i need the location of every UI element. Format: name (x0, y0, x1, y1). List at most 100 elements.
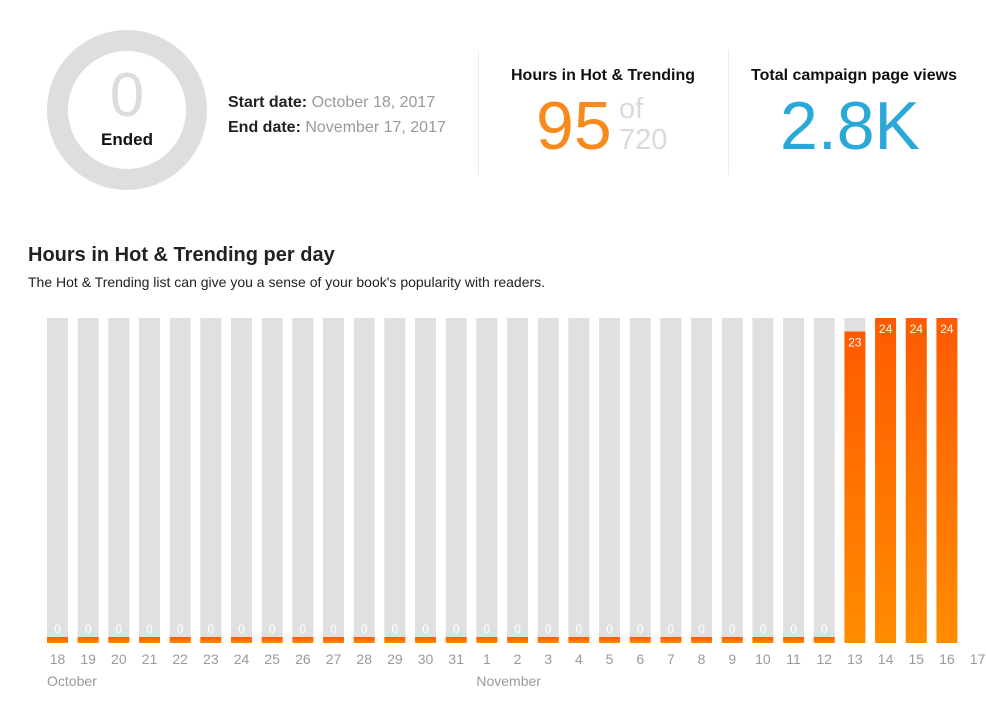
x-tick-label: 21 (142, 651, 158, 667)
bar (752, 637, 774, 643)
start-date-value: October 18, 2017 (311, 94, 436, 111)
bar-value-label: 0 (637, 622, 644, 636)
bar (445, 637, 467, 643)
x-tick-label: 31 (448, 651, 464, 667)
x-tick-label: 24 (234, 651, 250, 667)
end-date-value: November 17, 2017 (305, 119, 446, 136)
bar-value-label: 24 (910, 322, 924, 336)
status-ring: 0 Ended (47, 30, 207, 190)
bar-value-label: 0 (208, 622, 215, 636)
bar-track (261, 318, 283, 643)
x-tick-label: 16 (939, 651, 955, 667)
bar-value-label: 0 (729, 622, 736, 636)
x-month-label: October (47, 673, 97, 689)
bar (905, 318, 927, 643)
stats-divider (728, 50, 729, 175)
bar (47, 637, 68, 643)
campaign-status-label: Ended (101, 130, 153, 149)
bar (537, 637, 559, 643)
bar-track (415, 318, 437, 643)
bar-track (599, 318, 621, 643)
bar-track (752, 318, 774, 643)
bar-value-label: 0 (146, 622, 153, 636)
bar-value-label: 0 (269, 622, 276, 636)
bar (507, 637, 529, 643)
bar (292, 637, 314, 643)
chart-subtitle: The Hot & Trending list can give you a s… (28, 274, 546, 290)
hours-stat-value: 95 (536, 88, 612, 164)
bar-track (445, 318, 467, 643)
bar (875, 318, 897, 643)
bar-value-label: 0 (85, 622, 92, 636)
x-tick-label: 17 (970, 651, 986, 667)
x-tick-label: 25 (264, 651, 280, 667)
views-stat-value: 2.8K (780, 88, 920, 164)
bar-track (721, 318, 743, 643)
bar-value-label: 0 (300, 622, 307, 636)
bar (169, 637, 191, 643)
bar-value-label: 0 (422, 622, 429, 636)
bar (568, 637, 590, 643)
x-tick-label: 5 (606, 651, 614, 667)
start-date-label: Start date: (228, 94, 308, 111)
x-tick-label: 13 (847, 651, 863, 667)
bar-track (353, 318, 375, 643)
bar-track (108, 318, 130, 643)
x-tick-label: 26 (295, 651, 311, 667)
bar (200, 637, 222, 643)
x-tick-label: 23 (203, 651, 219, 667)
x-tick-label: 18 (50, 651, 66, 667)
bar-track (384, 318, 406, 643)
bar (231, 637, 253, 643)
views-stat-title: Total campaign page views (751, 67, 957, 84)
bar (691, 637, 713, 643)
bar (108, 637, 130, 643)
bar (77, 637, 99, 643)
end-date-label: End date: (228, 119, 301, 136)
bar-value-label: 0 (238, 622, 245, 636)
bar-value-label: 0 (514, 622, 521, 636)
x-tick-label: 3 (544, 651, 552, 667)
bar (629, 637, 651, 643)
bar-track (231, 318, 253, 643)
bar-track (507, 318, 529, 643)
bar (813, 637, 835, 643)
bar-track (139, 318, 161, 643)
hours-stat-of-word: of (619, 93, 644, 125)
bar-track (660, 318, 682, 643)
bar-value-label: 0 (453, 622, 460, 636)
bar-value-label: 0 (821, 622, 828, 636)
x-tick-label: 27 (326, 651, 342, 667)
x-tick-label: 20 (111, 651, 127, 667)
x-tick-label: 10 (755, 651, 771, 667)
bar-value-label: 0 (484, 622, 491, 636)
bar (415, 637, 437, 643)
x-tick-label: 1 (483, 651, 491, 667)
hours-stat-total: of 720 (619, 94, 667, 156)
bar-value-label: 0 (177, 622, 184, 636)
bar (844, 331, 866, 643)
bar (384, 637, 406, 643)
bar (721, 637, 743, 643)
bar (599, 637, 621, 643)
bar-value-label: 0 (668, 622, 675, 636)
bar-value-label: 0 (392, 622, 399, 636)
chart-title: Hours in Hot & Trending per day (28, 244, 335, 266)
x-tick-label: 9 (728, 651, 736, 667)
bar-value-label: 0 (330, 622, 337, 636)
bar-value-label: 0 (576, 622, 583, 636)
bar-track (169, 318, 191, 643)
days-remaining-count: 0 (109, 61, 145, 130)
bar-track (323, 318, 345, 643)
bar (783, 637, 805, 643)
bar-value-label: 0 (54, 622, 61, 636)
end-date-row: End date: November 17, 2017 (228, 115, 446, 140)
x-tick-label: 11 (786, 651, 801, 667)
bar-value-label: 0 (698, 622, 705, 636)
bar-value-label: 0 (606, 622, 613, 636)
bar-track (568, 318, 590, 643)
bar-track (537, 318, 559, 643)
bar (476, 637, 498, 643)
x-month-label: November (476, 673, 541, 689)
x-tick-label: 14 (878, 651, 894, 667)
